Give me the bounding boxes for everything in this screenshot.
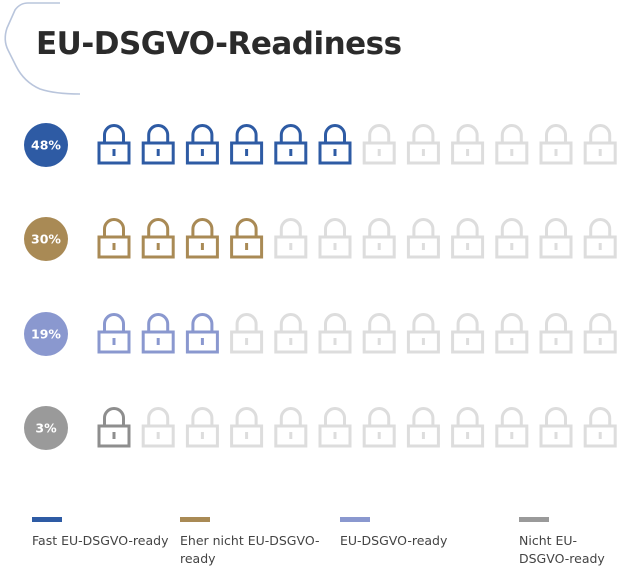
padlock-icon-empty — [539, 124, 573, 165]
padlock-icon-empty — [451, 313, 485, 354]
padlock-icon-empty — [406, 124, 440, 165]
percentage-label: 48% — [31, 138, 61, 153]
page-title: EU-DSGVO-Readiness — [36, 26, 402, 62]
padlock-icon-empty — [318, 313, 352, 354]
padlock-icon-empty — [495, 124, 529, 165]
legend-swatch — [519, 517, 549, 522]
padlock-icon-filled — [97, 313, 131, 354]
padlock-icon-filled — [97, 218, 131, 259]
padlock-icon-empty — [451, 218, 485, 259]
pictograph-chart: 48% 30% 19% 3% — [24, 123, 617, 450]
padlock-icon-empty — [539, 407, 573, 448]
percentage-badge: 48% — [24, 123, 68, 167]
padlock-icon-empty — [362, 313, 396, 354]
padlock-icon-empty — [451, 407, 485, 448]
percentage-badge-circle — [24, 217, 68, 261]
pictograph-row: 3% — [24, 406, 617, 450]
legend-item-not-ready: Nicht EU-DSGVO-ready — [519, 517, 609, 568]
padlock-icon-filled — [141, 218, 175, 259]
legend-swatch — [340, 517, 370, 522]
padlock-icon-empty — [583, 218, 617, 259]
legend-label: EU-DSGVO-ready — [340, 533, 448, 548]
corner-ornament — [4, 2, 81, 95]
padlock-icon-empty — [406, 313, 440, 354]
percentage-badge-circle — [24, 312, 68, 356]
legend-label: Nicht EU-DSGVO-ready — [519, 533, 605, 566]
padlock-icon-filled — [230, 218, 264, 259]
padlock-icon-empty — [274, 218, 308, 259]
padlock-icon-empty — [362, 124, 396, 165]
legend-swatch — [180, 517, 210, 522]
padlock-icon-filled — [185, 218, 219, 259]
percentage-badge: 30% — [24, 217, 68, 261]
padlock-icon-empty — [318, 218, 352, 259]
padlock-icon-empty — [406, 218, 440, 259]
padlock-icon-empty — [362, 407, 396, 448]
padlock-icon-filled — [318, 124, 352, 165]
padlock-icon-empty — [539, 218, 573, 259]
padlock-icon-filled — [141, 124, 175, 165]
pictograph-row: 48% — [24, 123, 617, 167]
padlock-icon-empty — [185, 407, 219, 448]
pictograph-row: 30% — [24, 217, 617, 261]
percentage-label: 3% — [35, 421, 57, 436]
padlock-icon-filled — [97, 407, 131, 448]
padlock-icon-filled — [97, 124, 131, 165]
padlock-icon-empty — [495, 313, 529, 354]
percentage-badge: 19% — [24, 312, 68, 356]
padlock-icon-filled — [230, 124, 264, 165]
padlock-icon-filled — [185, 313, 219, 354]
padlock-icon-empty — [274, 313, 308, 354]
padlock-icon-empty — [583, 407, 617, 448]
percentage-badge-circle — [24, 406, 68, 450]
padlock-icon-empty — [274, 407, 308, 448]
legend-item-ready: EU-DSGVO-ready — [340, 517, 490, 550]
padlock-icon-empty — [230, 407, 264, 448]
legend-label: Fast EU-DSGVO-ready — [32, 533, 169, 548]
padlock-icon-empty — [230, 313, 264, 354]
padlock-icon-empty — [495, 407, 529, 448]
percentage-label: 30% — [31, 232, 61, 247]
percentage-label: 19% — [31, 327, 61, 342]
padlock-icon-empty — [451, 124, 485, 165]
padlock-icon-empty — [583, 124, 617, 165]
padlock-icon-empty — [318, 407, 352, 448]
padlock-icon-filled — [141, 313, 175, 354]
legend-item-fast-ready: Fast EU-DSGVO-ready — [32, 517, 182, 550]
padlock-icon-empty — [362, 218, 396, 259]
legend-label: Eher nicht EU-DSGVO-ready — [180, 533, 320, 566]
padlock-icon-filled — [185, 124, 219, 165]
percentage-badge: 3% — [24, 406, 68, 450]
legend-item-rather-not-ready: Eher nicht EU-DSGVO-ready — [180, 517, 320, 568]
padlock-icon-empty — [141, 407, 175, 448]
padlock-icon-empty — [583, 313, 617, 354]
padlock-icon-empty — [406, 407, 440, 448]
pictograph-row: 19% — [24, 312, 617, 356]
padlock-icon-empty — [539, 313, 573, 354]
padlock-icon-empty — [495, 218, 529, 259]
percentage-badge-circle — [24, 123, 68, 167]
legend-swatch — [32, 517, 62, 522]
padlock-icon-filled — [274, 124, 308, 165]
